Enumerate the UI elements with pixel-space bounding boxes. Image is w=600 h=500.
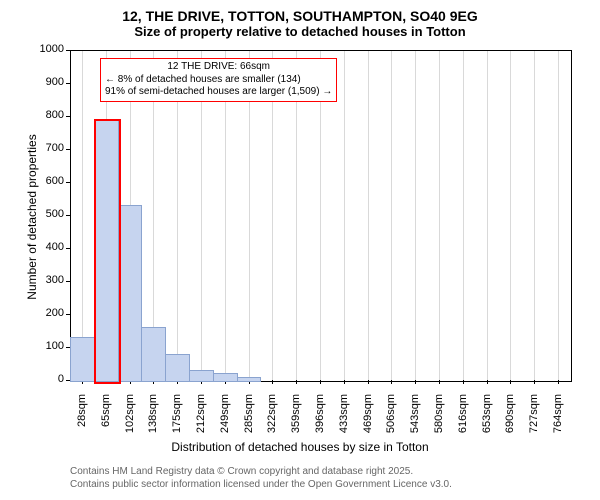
x-tick-mark (368, 380, 369, 384)
x-tick-label: 616sqm (457, 394, 469, 434)
y-tick-mark (66, 50, 70, 51)
x-tick-label: 65sqm (100, 394, 112, 434)
x-tick-label: 727sqm (528, 394, 540, 434)
histogram-bar (70, 337, 95, 382)
y-tick-mark (66, 182, 70, 183)
y-tick-label: 600 (28, 175, 64, 187)
x-tick-mark (534, 380, 535, 384)
histogram-bar (165, 354, 190, 382)
x-tick-label: 469sqm (362, 394, 374, 434)
x-tick-mark (558, 380, 559, 384)
x-tick-label: 249sqm (219, 394, 231, 434)
y-tick-label: 900 (28, 76, 64, 88)
y-tick-label: 100 (28, 340, 64, 352)
histogram-bar (213, 373, 238, 382)
gridline (368, 50, 369, 380)
annotation-line2: ← 8% of detached houses are smaller (134… (105, 74, 332, 87)
histogram-bar (237, 377, 262, 382)
x-tick-mark (344, 380, 345, 384)
x-tick-mark (510, 380, 511, 384)
x-tick-label: 138sqm (147, 394, 159, 434)
y-tick-mark (66, 116, 70, 117)
gridline (463, 50, 464, 380)
x-tick-label: 28sqm (76, 394, 88, 434)
gridline (415, 50, 416, 380)
gridline (439, 50, 440, 380)
x-tick-mark (487, 380, 488, 384)
x-tick-label: 653sqm (481, 394, 493, 434)
footer-line1: Contains HM Land Registry data © Crown c… (70, 466, 413, 477)
x-tick-label: 580sqm (433, 394, 445, 434)
histogram-bar (189, 370, 214, 382)
gridline (510, 50, 511, 380)
x-tick-label: 396sqm (314, 394, 326, 434)
y-tick-mark (66, 149, 70, 150)
y-tick-mark (66, 215, 70, 216)
y-tick-mark (66, 314, 70, 315)
x-tick-label: 506sqm (385, 394, 397, 434)
histogram-bar (118, 205, 143, 382)
y-tick-mark (66, 248, 70, 249)
x-tick-label: 690sqm (504, 394, 516, 434)
x-tick-mark (415, 380, 416, 384)
gridline (344, 50, 345, 380)
title-line2: Size of property relative to detached ho… (0, 24, 600, 39)
gridline (558, 50, 559, 380)
x-tick-label: 359sqm (290, 394, 302, 434)
y-tick-mark (66, 83, 70, 84)
x-tick-label: 102sqm (124, 394, 136, 434)
gridline (534, 50, 535, 380)
x-tick-mark (296, 380, 297, 384)
x-tick-mark (439, 380, 440, 384)
y-tick-label: 500 (28, 208, 64, 220)
x-tick-mark (272, 380, 273, 384)
chart-container: 12, THE DRIVE, TOTTON, SOUTHAMPTON, SO40… (0, 0, 600, 500)
y-tick-label: 1000 (28, 43, 64, 55)
annotation-box: 12 THE DRIVE: 66sqm← 8% of detached hous… (100, 58, 337, 102)
histogram-bar (141, 327, 166, 382)
y-tick-label: 700 (28, 142, 64, 154)
y-tick-mark (66, 281, 70, 282)
x-tick-mark (320, 380, 321, 384)
x-tick-label: 433sqm (338, 394, 350, 434)
y-tick-label: 200 (28, 307, 64, 319)
x-tick-mark (391, 380, 392, 384)
gridline (391, 50, 392, 380)
highlight-bar (94, 119, 121, 384)
y-tick-label: 400 (28, 241, 64, 253)
x-tick-label: 764sqm (552, 394, 564, 434)
x-tick-label: 175sqm (171, 394, 183, 434)
annotation-line3: 91% of semi-detached houses are larger (… (105, 86, 332, 99)
y-tick-label: 0 (28, 373, 64, 385)
x-tick-label: 212sqm (195, 394, 207, 434)
y-tick-label: 300 (28, 274, 64, 286)
annotation-line1: 12 THE DRIVE: 66sqm (105, 61, 332, 74)
x-axis-label: Distribution of detached houses by size … (0, 440, 600, 454)
x-tick-label: 543sqm (409, 394, 421, 434)
title-line1: 12, THE DRIVE, TOTTON, SOUTHAMPTON, SO40… (0, 8, 600, 24)
x-tick-label: 285sqm (243, 394, 255, 434)
chart-title: 12, THE DRIVE, TOTTON, SOUTHAMPTON, SO40… (0, 0, 600, 39)
footer-line2: Contains public sector information licen… (70, 479, 452, 490)
x-tick-label: 322sqm (266, 394, 278, 434)
gridline (487, 50, 488, 380)
gridline (82, 50, 83, 380)
y-tick-label: 800 (28, 109, 64, 121)
x-tick-mark (463, 380, 464, 384)
